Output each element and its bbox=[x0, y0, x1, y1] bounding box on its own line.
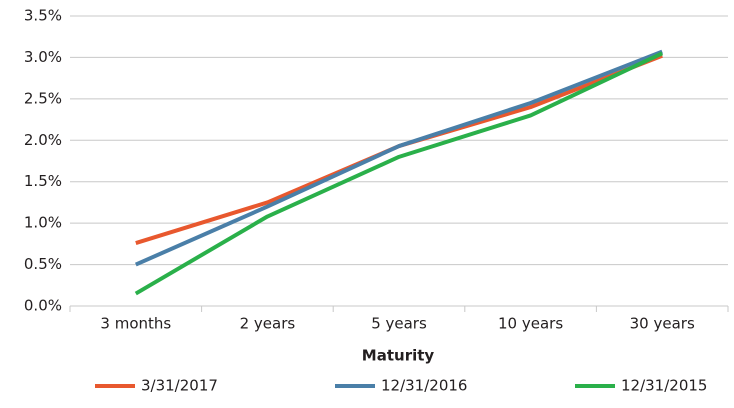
x-tick-label: 3 months bbox=[100, 315, 171, 333]
series-line bbox=[134, 49, 663, 267]
y-tick-label: 3.0% bbox=[24, 48, 62, 66]
y-tick-label: 3.5% bbox=[24, 7, 62, 25]
x-tick-label: 5 years bbox=[371, 315, 427, 333]
y-tick-label: 0.5% bbox=[24, 255, 62, 273]
y-tick-label: 2.0% bbox=[24, 131, 62, 149]
y-tick-label: 1.0% bbox=[24, 214, 62, 232]
y-tick-label: 2.5% bbox=[24, 89, 62, 107]
legend-label: 3/31/2017 bbox=[141, 377, 218, 395]
legend-label: 12/31/2015 bbox=[621, 377, 707, 395]
x-axis-title: Maturity bbox=[362, 347, 435, 365]
series-line bbox=[134, 51, 664, 296]
legend-label: 12/31/2016 bbox=[381, 377, 467, 395]
x-tick-label: 30 years bbox=[630, 315, 695, 333]
y-tick-label: 1.5% bbox=[24, 172, 62, 190]
x-tick-label: 10 years bbox=[498, 315, 563, 333]
x-tick-label: 2 years bbox=[240, 315, 296, 333]
y-tick-label: 0.0% bbox=[24, 297, 62, 315]
